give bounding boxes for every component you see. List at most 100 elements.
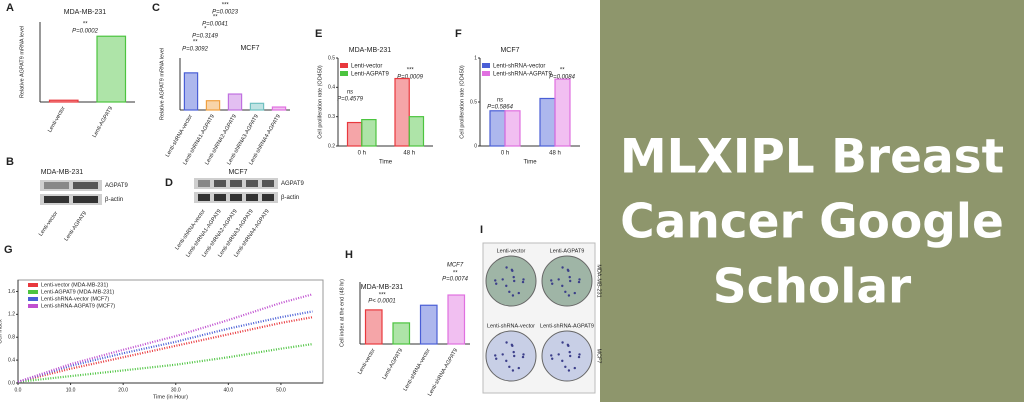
bar xyxy=(419,304,438,345)
blot-strip xyxy=(40,180,102,191)
band-label: AGPAT9 xyxy=(281,181,304,187)
colony xyxy=(573,366,576,370)
annotation: MCF7 xyxy=(447,263,464,269)
blot-strip xyxy=(40,194,102,205)
panel-letter: D xyxy=(165,177,173,189)
colony xyxy=(495,357,498,360)
colony xyxy=(561,284,564,288)
colony xyxy=(512,275,515,279)
blot-band xyxy=(246,194,258,201)
x-tick-label: 20.0 xyxy=(118,387,128,393)
blot-band xyxy=(214,180,226,187)
x-axis-label: Time xyxy=(379,160,393,166)
blot-band xyxy=(262,194,274,201)
colony xyxy=(561,341,564,344)
colony xyxy=(511,369,515,372)
bar xyxy=(48,99,79,103)
colony xyxy=(505,284,508,288)
blot-band xyxy=(198,194,210,201)
dish-label: Lenti-shRNA-vector xyxy=(487,323,535,329)
bar xyxy=(271,106,287,111)
legend-swatch xyxy=(28,290,38,294)
panel-title: MCF7 xyxy=(228,169,247,176)
legend-label: Lenti-AGPAT9 xyxy=(351,72,389,78)
band-label: β-actin xyxy=(105,197,123,203)
bar xyxy=(554,78,571,147)
y-axis-label: Cell Index xyxy=(0,319,3,344)
annotation: P=0.4579 xyxy=(337,97,364,103)
colony xyxy=(568,350,571,354)
band-label: AGPAT9 xyxy=(105,183,128,189)
colony xyxy=(564,290,567,294)
blot-band xyxy=(73,182,98,189)
y-axis-label: Relative AGPAT9 mRNA level xyxy=(19,26,25,98)
colony xyxy=(521,355,525,359)
x-axis-label: Time (in Hour) xyxy=(153,394,188,400)
colony xyxy=(508,290,511,294)
colony xyxy=(567,269,570,273)
x-tick-label: 0.0 xyxy=(15,387,22,393)
colony xyxy=(521,280,525,284)
dish xyxy=(541,255,593,307)
annotation: P=0.3092 xyxy=(182,47,209,53)
x-tick-label: 48 h xyxy=(549,151,561,157)
annotation: * xyxy=(204,27,207,33)
colony xyxy=(568,275,571,279)
colony xyxy=(508,365,511,369)
x-tick-label: 48 h xyxy=(403,151,415,157)
x-axis-label: Time xyxy=(523,160,537,166)
colony xyxy=(517,291,520,295)
annotation: ** xyxy=(83,22,88,28)
legend-swatch xyxy=(482,71,490,76)
annotation: ** xyxy=(560,68,565,74)
bar xyxy=(346,121,363,147)
row-label: MDA-MB-231 xyxy=(596,264,602,297)
series-line xyxy=(17,343,313,383)
bar xyxy=(539,97,556,147)
blot-band xyxy=(262,180,274,187)
panel-letter: F xyxy=(455,28,462,40)
dish xyxy=(485,330,537,382)
panel-title: MDA-MB-231 xyxy=(349,47,392,54)
bar xyxy=(392,322,411,345)
bar xyxy=(394,77,410,147)
colony xyxy=(551,282,554,285)
blot-band xyxy=(73,196,98,203)
panel-letter: G xyxy=(4,244,13,256)
colony xyxy=(567,294,571,297)
bar xyxy=(408,116,425,147)
y-tick-label: 0.4 xyxy=(8,357,15,363)
y-axis-label: Cell index at the end (48 hr) xyxy=(339,279,345,347)
colony xyxy=(577,355,581,359)
annotation: ** xyxy=(453,271,458,277)
panel-letter: C xyxy=(152,2,160,14)
annotation: P=0.0084 xyxy=(549,75,576,81)
colony xyxy=(569,354,572,358)
annotation: *** xyxy=(221,3,229,9)
y-axis-label: Cell proliferation rate (OD450) xyxy=(459,65,465,139)
annotation: ** xyxy=(193,40,198,46)
annotation: ** xyxy=(213,15,218,21)
legend-label: Lenti-vector xyxy=(351,64,382,70)
band-label: β-actin xyxy=(281,195,299,201)
legend-label: Lenti-shRNA-AGPAT9 xyxy=(493,72,552,78)
colony xyxy=(511,269,514,273)
colony xyxy=(573,291,576,295)
colony xyxy=(557,278,560,281)
legend-label: Lenti-shRNA-vector (MCF7) xyxy=(41,296,109,302)
panel-letter: E xyxy=(315,28,322,40)
colony xyxy=(513,279,516,283)
dish-label: Lenti-shRNA-AGPAT9 xyxy=(540,323,594,329)
dish xyxy=(541,330,593,382)
legend-swatch xyxy=(340,63,348,68)
bar xyxy=(227,93,243,111)
colony xyxy=(511,294,515,297)
x-tick-label: 50.0 xyxy=(276,387,286,393)
colony xyxy=(512,350,515,354)
panel-title: MCF7 xyxy=(240,45,259,52)
colony xyxy=(550,279,553,282)
y-tick-label: 1.6 xyxy=(8,289,15,295)
colony xyxy=(494,354,497,357)
colony xyxy=(569,279,572,283)
